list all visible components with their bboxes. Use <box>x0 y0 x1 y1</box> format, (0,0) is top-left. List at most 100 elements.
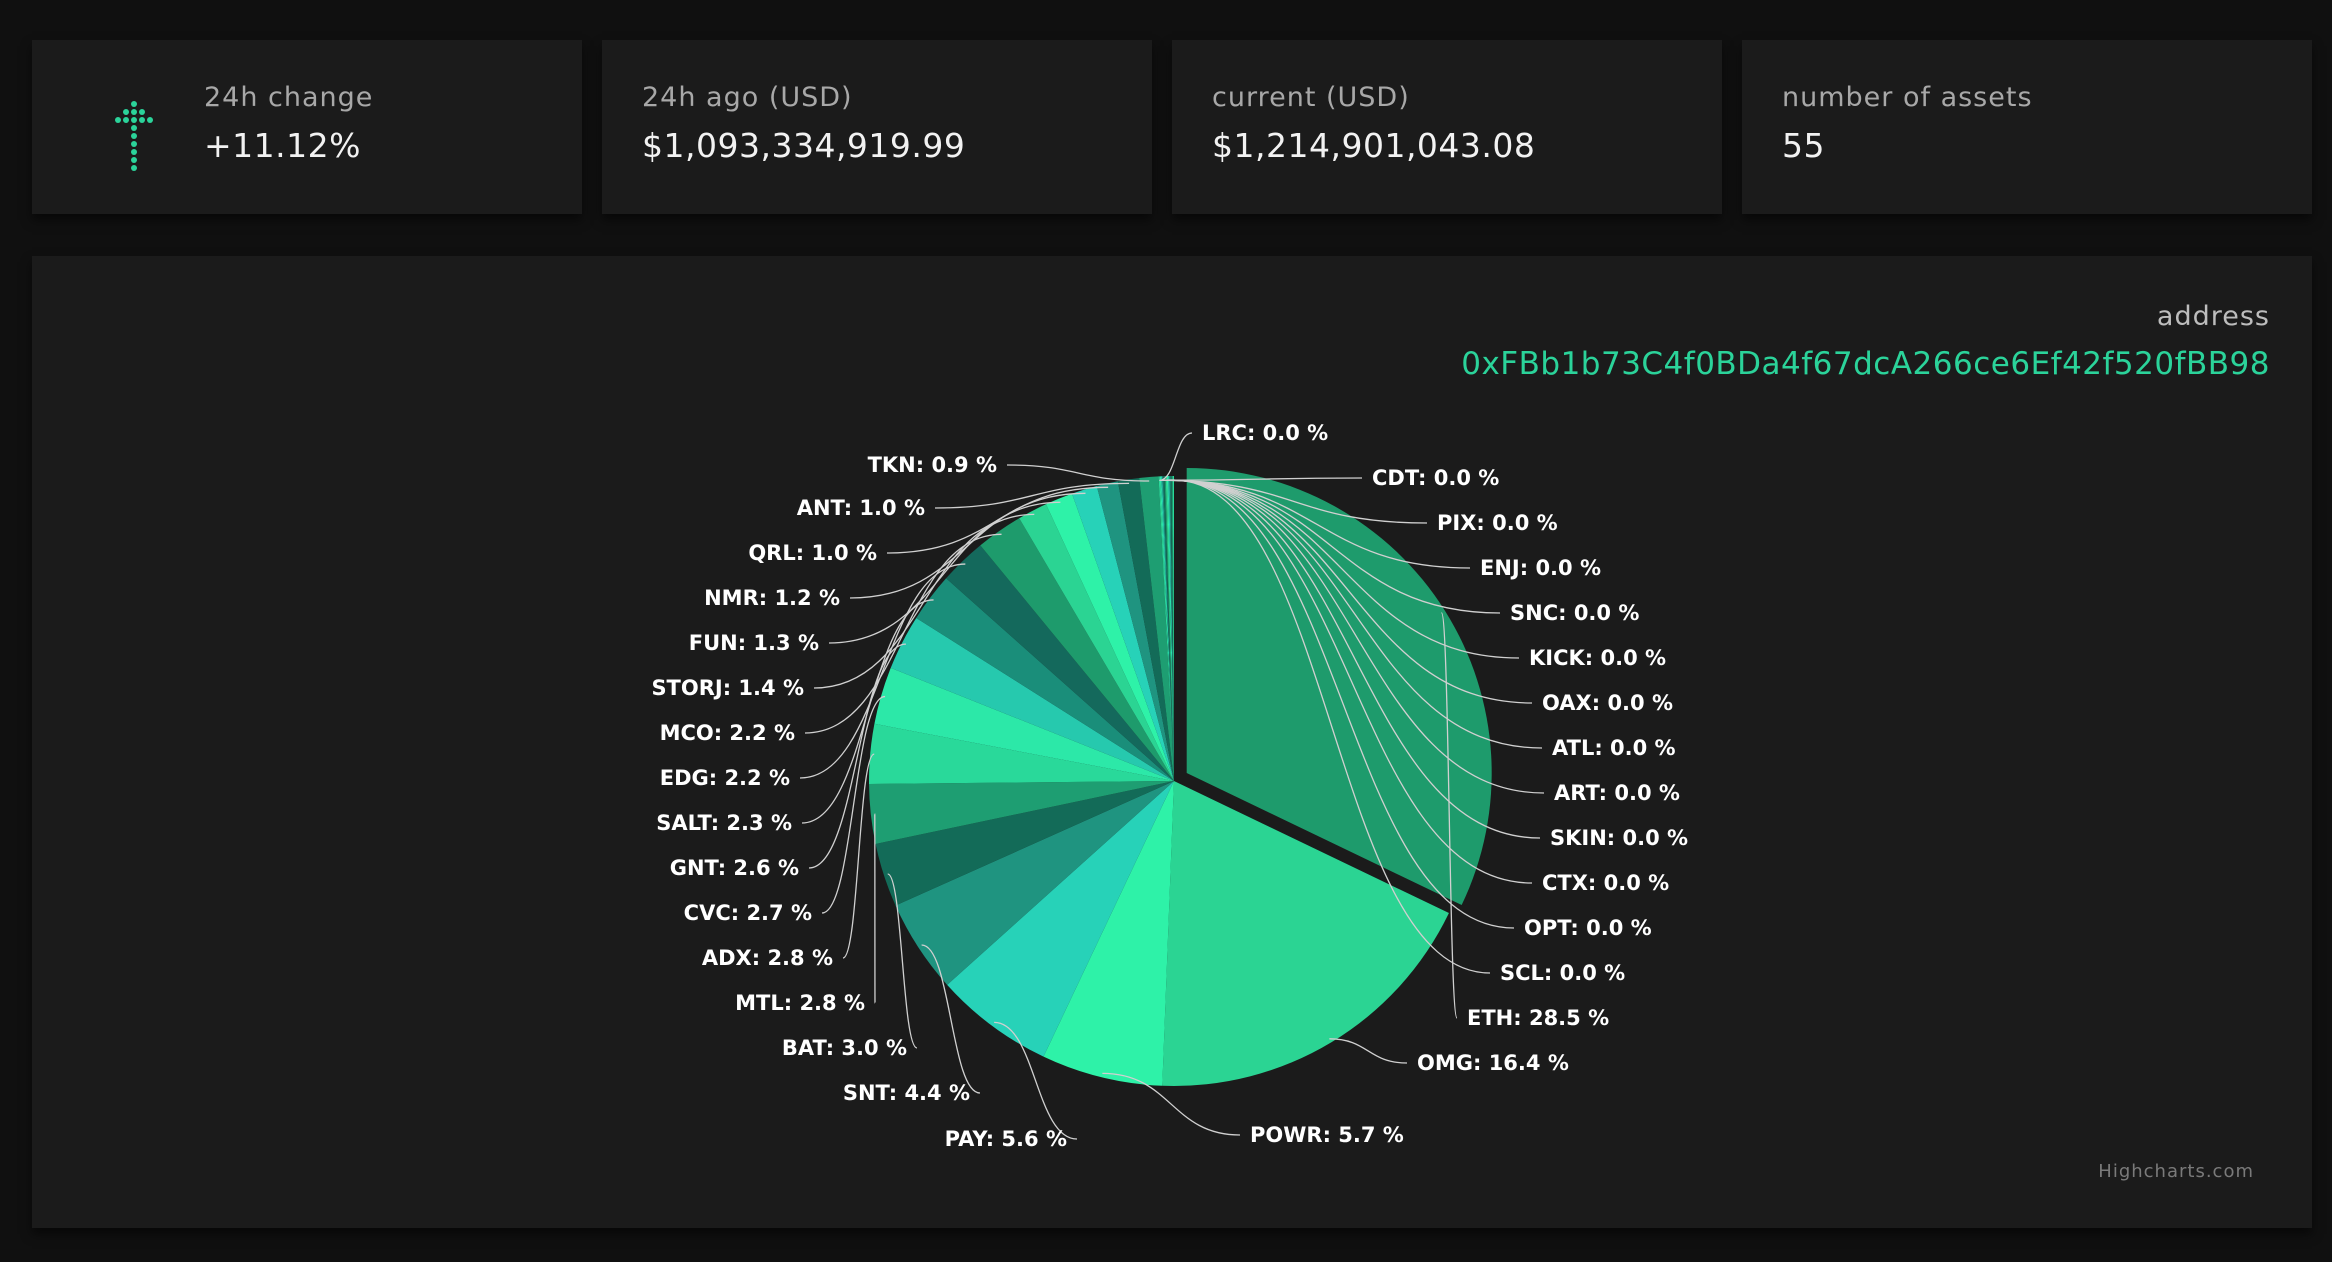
pie-slice-gnt[interactable] <box>890 617 1174 781</box>
label-connector <box>1159 432 1193 482</box>
stat-value: +11.12% <box>204 126 361 165</box>
label-connector <box>1167 479 1543 749</box>
slice-label-fun: FUN: 1.3 % <box>689 631 819 655</box>
pie-slice-ant[interactable] <box>1117 477 1174 781</box>
label-connector <box>1165 479 1520 659</box>
slice-label-gnt: GNT: 2.6 % <box>670 856 799 880</box>
trend-icon <box>115 101 153 171</box>
address-label: address <box>2156 301 2270 332</box>
stat-label: current (USD) <box>1212 82 1410 113</box>
stat-card-24h-change: 24h change +11.12% <box>32 40 582 214</box>
address-value: 0xFBb1b73C4f0BDa4f67dcA266ce6Ef42f520fBB… <box>1461 346 2270 382</box>
stat-label: number of assets <box>1782 82 2033 113</box>
label-connector <box>1329 1038 1408 1064</box>
slice-label-kick: KICK: 0.0 % <box>1529 646 1666 670</box>
pie-slice-lrc[interactable] <box>1158 476 1174 781</box>
label-connector <box>842 753 875 959</box>
pie-slice-mtl[interactable] <box>869 781 1174 844</box>
label-connector <box>821 695 886 914</box>
label-connector <box>849 492 1086 599</box>
slice-label-powr: POWR: 5.7 % <box>1250 1123 1404 1147</box>
label-connector <box>994 1021 1078 1140</box>
slice-label-tkn: TKN: 0.9 % <box>868 453 997 477</box>
highcharts-credits-link[interactable]: Highcharts.com <box>2098 1161 2254 1182</box>
portfolio-chart-panel: address 0xFBb1b73C4f0BDa4f67dcA266ce6Ef4… <box>32 256 2312 1228</box>
pie-slice-salt[interactable] <box>916 578 1174 781</box>
label-connector <box>934 482 1130 509</box>
slice-label-ctx: CTX: 0.0 % <box>1542 871 1669 895</box>
pie-slice-snc[interactable] <box>1163 476 1174 781</box>
pie-slice-eth[interactable] <box>1186 468 1492 906</box>
pie-slice-enj[interactable] <box>1162 476 1174 781</box>
slice-label-opt: OPT: 0.0 % <box>1524 916 1652 940</box>
slice-label-lrc: LRC: 0.0 % <box>1202 421 1328 445</box>
label-connector <box>1168 479 1545 794</box>
pie-slice-nmr[interactable] <box>1071 485 1174 781</box>
pie-slice-kick[interactable] <box>1164 476 1174 781</box>
slice-label-enj: ENJ: 0.0 % <box>1480 556 1601 580</box>
pie-slice-omg[interactable] <box>1162 781 1449 1086</box>
pie-slice-ctx[interactable] <box>1170 476 1174 781</box>
pie-slice-storj[interactable] <box>1019 504 1174 781</box>
label-connector <box>1172 479 1515 929</box>
slice-label-cvc: CVC: 2.7 % <box>684 901 812 925</box>
pie-slice-scl[interactable] <box>1172 476 1174 781</box>
pie-slice-qrl[interactable] <box>1096 481 1174 781</box>
pie-slice-tkn[interactable] <box>1139 476 1174 781</box>
pie-slice-atl[interactable] <box>1166 476 1174 781</box>
pie-slice-snt[interactable] <box>895 781 1174 985</box>
pie-slice-skin[interactable] <box>1169 476 1174 781</box>
pie-slice-edg[interactable] <box>946 545 1174 781</box>
slice-label-mco: MCO: 2.2 % <box>660 721 795 745</box>
slice-label-nmr: NMR: 1.2 % <box>704 586 840 610</box>
stat-label: 24h ago (USD) <box>642 82 853 113</box>
pie-slice-powr[interactable] <box>1043 781 1174 1086</box>
slice-label-art: ART: 0.0 % <box>1554 781 1680 805</box>
pie-slice-oax[interactable] <box>1165 476 1174 781</box>
slice-label-mtl: MTL: 2.8 % <box>735 991 865 1015</box>
label-connector <box>1166 479 1533 704</box>
stat-label: 24h change <box>204 82 374 113</box>
slice-label-snt: SNT: 4.4 % <box>843 1081 970 1105</box>
slice-label-salt: SALT: 2.3 % <box>656 811 792 835</box>
pie-slice-cdt[interactable] <box>1159 476 1174 781</box>
pie-slice-fun[interactable] <box>1045 493 1174 781</box>
label-connector <box>1102 1072 1241 1136</box>
slice-label-bat: BAT: 3.0 % <box>782 1036 907 1060</box>
label-connector <box>1440 612 1458 1019</box>
label-connector <box>1006 464 1150 482</box>
slice-label-pay: PAY: 5.6 % <box>945 1127 1067 1151</box>
slice-label-omg: OMG: 16.4 % <box>1417 1051 1569 1075</box>
stat-card-number-of-assets: number of assets 55 <box>1742 40 2312 214</box>
slice-label-atl: ATL: 0.0 % <box>1552 736 1676 760</box>
stat-value: $1,214,901,043.08 <box>1212 126 1536 165</box>
label-connector <box>1169 479 1541 839</box>
label-connector <box>1164 479 1501 614</box>
pie-slice-art[interactable] <box>1168 476 1174 781</box>
label-connector <box>1160 477 1363 481</box>
stat-card-24h-ago: 24h ago (USD) $1,093,334,919.99 <box>602 40 1152 214</box>
label-connector <box>1162 479 1471 569</box>
pie-slice-pix[interactable] <box>1160 476 1174 781</box>
slice-label-ant: ANT: 1.0 % <box>797 496 925 520</box>
label-connector <box>887 873 918 1049</box>
slice-label-edg: EDG: 2.2 % <box>660 766 790 790</box>
pie-slice-bat[interactable] <box>875 781 1174 906</box>
label-connector <box>828 501 1061 644</box>
pie-chart: ETH: 28.5 % OMG: 16.4 % POWR: 5.7 % PAY: 5.… <box>651 421 1688 1151</box>
pie-slice-adx[interactable] <box>868 723 1174 784</box>
slice-label-eth: ETH: 28.5 % <box>1467 1006 1609 1030</box>
slice-label-qrl: QRL: 1.0 % <box>748 541 877 565</box>
pie-slice-mco[interactable] <box>980 518 1174 781</box>
pie-slice-cvc[interactable] <box>874 667 1174 781</box>
label-connector <box>1173 479 1491 974</box>
slice-label-cdt: CDT: 0.0 % <box>1372 466 1499 490</box>
slice-label-pix: PIX: 0.0 % <box>1437 511 1558 535</box>
slice-label-snc: SNC: 0.0 % <box>1510 601 1639 625</box>
pie-slice-pay[interactable] <box>947 781 1174 1057</box>
slice-label-scl: SCL: 0.0 % <box>1500 961 1625 985</box>
slice-label-adx: ADX: 2.8 % <box>702 946 833 970</box>
pie-slice-opt[interactable] <box>1171 476 1174 781</box>
label-connector <box>921 944 981 1094</box>
label-connector <box>1161 479 1428 524</box>
